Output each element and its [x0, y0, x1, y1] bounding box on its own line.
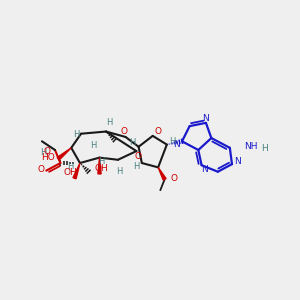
Text: H: H — [169, 137, 176, 146]
Text: OH: OH — [95, 164, 109, 173]
Text: O: O — [170, 174, 177, 183]
Text: H: H — [98, 158, 105, 166]
Polygon shape — [158, 167, 166, 180]
Text: N: N — [202, 114, 209, 123]
Text: H: H — [133, 162, 140, 171]
Text: N: N — [173, 140, 180, 149]
Text: NH: NH — [244, 142, 257, 151]
Polygon shape — [98, 158, 101, 174]
Text: H: H — [261, 144, 268, 153]
Text: N: N — [202, 165, 208, 174]
Text: H: H — [40, 148, 46, 157]
Text: O: O — [44, 147, 51, 156]
Text: H: H — [106, 118, 112, 127]
Text: O: O — [37, 165, 44, 174]
Text: O: O — [154, 127, 162, 136]
Text: H: H — [74, 130, 80, 139]
Text: H: H — [67, 162, 74, 171]
Text: H: H — [116, 167, 122, 176]
Text: O: O — [121, 127, 128, 136]
Text: OH: OH — [63, 168, 77, 177]
Text: O: O — [134, 152, 141, 161]
Text: H: H — [90, 141, 96, 150]
Polygon shape — [57, 148, 71, 160]
Text: N: N — [234, 158, 241, 166]
Text: H: H — [129, 138, 135, 147]
Polygon shape — [73, 163, 80, 179]
Text: HO: HO — [41, 153, 55, 162]
